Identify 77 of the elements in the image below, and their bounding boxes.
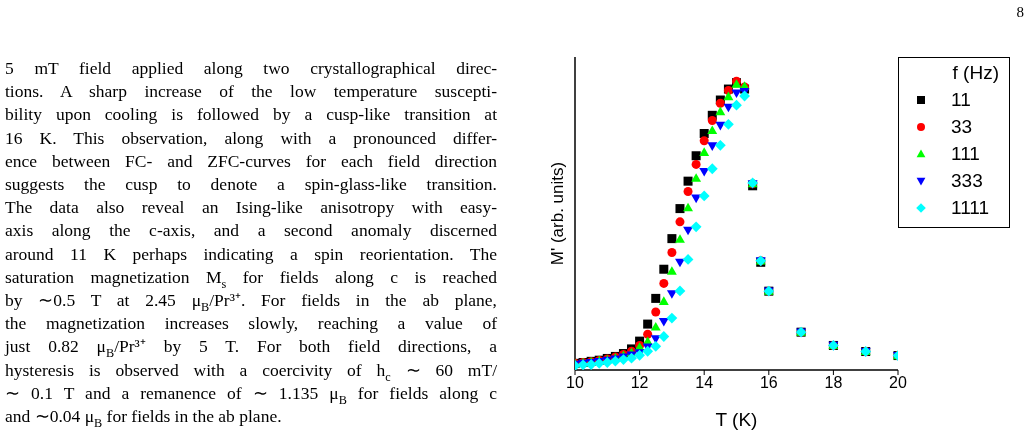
point: [683, 176, 693, 186]
point: [666, 290, 677, 299]
point: [707, 142, 718, 151]
point: [723, 91, 734, 101]
text: ∼ 0.1 T and a remanence of ∼ 1.135 μ$_{B}$ for fields along c: [5, 381, 497, 407]
y-axis-title: M' (arb. units): [548, 161, 568, 266]
legend-label: 11: [951, 88, 971, 111]
x-tick-label: 16: [759, 374, 778, 392]
point: [682, 254, 694, 265]
point: [715, 121, 726, 131]
text: tions. A sharp increase of the low temperature suscepti-: [5, 80, 497, 104]
text: 5 mT field applied along two crystallographical direc-: [5, 57, 497, 80]
point: [650, 340, 662, 352]
point: [626, 352, 637, 364]
point: [659, 278, 669, 288]
legend-label: 111: [951, 142, 980, 165]
point: [658, 296, 669, 305]
point: [691, 173, 702, 182]
text: just 0.82 μ$_{B}$/Pr³⁺ by 5 T. For both field directions, a: [5, 335, 497, 360]
point: [650, 322, 661, 331]
point: [690, 221, 702, 233]
point: [675, 217, 685, 227]
legend-title: f (Hz): [951, 62, 999, 84]
text: 16 K. This observation, along with a pronounced differ-: [5, 126, 497, 150]
point: [715, 106, 726, 116]
point: [691, 151, 701, 161]
point: [658, 331, 670, 342]
legend-label: 33: [951, 115, 973, 138]
text: bility upon cooling is followed by a cusp-like transition at: [5, 103, 497, 127]
point: [683, 202, 693, 212]
legend-label: 333: [951, 169, 983, 192]
point: [698, 190, 710, 202]
text: hysteresis is observed with a coercivity of h$_{c}$ ∼ 60 mT/: [5, 359, 497, 384]
x-tick-label: 14: [695, 374, 714, 392]
point: [691, 159, 701, 169]
point: [666, 266, 677, 275]
legend-label: 1111: [951, 196, 990, 219]
point: [651, 307, 661, 317]
point: [642, 345, 654, 357]
point: [731, 99, 742, 111]
point: [731, 89, 742, 99]
point: [674, 285, 686, 297]
x-tick-label: 18: [824, 374, 843, 392]
text: ence between FC- and ZFC-curves for each field direction: [5, 149, 497, 173]
point: [683, 187, 693, 197]
text: axis along the c-axis, and a second anomaly discerned: [5, 219, 497, 243]
point: [675, 204, 685, 214]
text: saturation magnetization M$_{s}$ for fields along c is reached: [5, 266, 497, 291]
point: [666, 312, 678, 324]
point: [706, 163, 718, 175]
point: [658, 317, 669, 327]
point: [643, 329, 653, 339]
text: 8: [1016, 4, 1024, 21]
point: [675, 234, 685, 243]
point: [707, 125, 718, 134]
text: and ∼0.04 μ$_{B}$ for fields in the ab plane.: [5, 405, 283, 430]
text: suggests the cusp to denote a spin-glass-like transition.: [5, 173, 497, 196]
x-tick-label: 10: [566, 374, 584, 392]
text: by ∼0.5 T at 2.45 μ$_{B}$/Pr³⁺. For fields in the ab plane,: [5, 289, 497, 314]
point: [651, 293, 661, 303]
point: [714, 139, 726, 151]
point: [667, 234, 677, 244]
text: the magnetization increases slowly, reaching a value of: [5, 312, 497, 336]
point: [618, 354, 629, 366]
point: [699, 136, 709, 146]
point: [667, 247, 677, 257]
x-axis-title: T (K): [715, 409, 758, 430]
text: The data also reveal an Ising-like anisotropy with easy-: [5, 196, 497, 220]
point: [699, 147, 710, 156]
point: [659, 264, 669, 274]
x-tick-label: 12: [630, 374, 649, 392]
point: [675, 258, 685, 268]
point: [643, 319, 653, 329]
x-tick-label: 20: [889, 374, 907, 392]
point: [723, 118, 734, 130]
point: [707, 116, 717, 126]
text: around 11 K perhaps indicating a spin reorientation. The: [5, 242, 497, 266]
